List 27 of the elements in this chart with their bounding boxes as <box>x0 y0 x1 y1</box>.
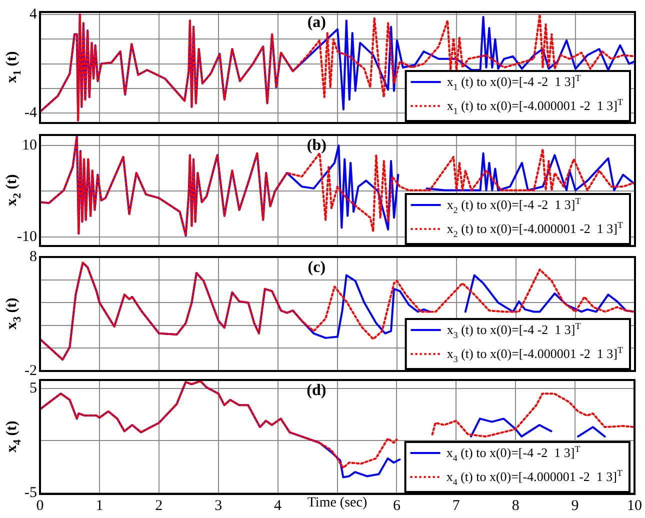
x-tick-label: 4 <box>274 498 282 514</box>
y-tick-label: 4 <box>30 6 38 22</box>
x-tick-label: 9 <box>571 498 579 514</box>
y-tick-label: 10 <box>22 137 37 154</box>
annotation: (c) <box>308 259 326 276</box>
annotation: (a) <box>307 14 326 32</box>
x-tick-label: 0 <box>36 498 44 514</box>
x-tick-label: 3 <box>214 498 222 514</box>
y-tick-label: -10 <box>17 228 37 245</box>
x-axis-title: Time (sec) <box>307 496 368 511</box>
x-tick-label: 7 <box>452 498 460 514</box>
x-tick-label: 6 <box>392 498 401 514</box>
x-tick-label: 10 <box>627 498 642 514</box>
x-tick-label: 1 <box>96 498 104 514</box>
annotation: (b) <box>306 137 326 154</box>
x-tick-label: 2 <box>155 498 163 514</box>
y-tick-label: 8 <box>30 248 37 265</box>
y-tick-label: -4 <box>24 105 38 122</box>
y-axis-title: x4 (t) <box>4 420 24 452</box>
y-axis-title: x1 (t) <box>4 51 24 83</box>
y-axis-title: x3 (t) <box>4 298 24 330</box>
y-axis-title: x2 (t) <box>4 174 24 206</box>
y-tick-label: -2 <box>24 362 37 379</box>
x-tick-label: 8 <box>512 498 520 514</box>
y-tick-label: 5 <box>30 380 37 396</box>
y-tick-label: -5 <box>24 484 37 501</box>
annotation: (d) <box>306 382 326 400</box>
